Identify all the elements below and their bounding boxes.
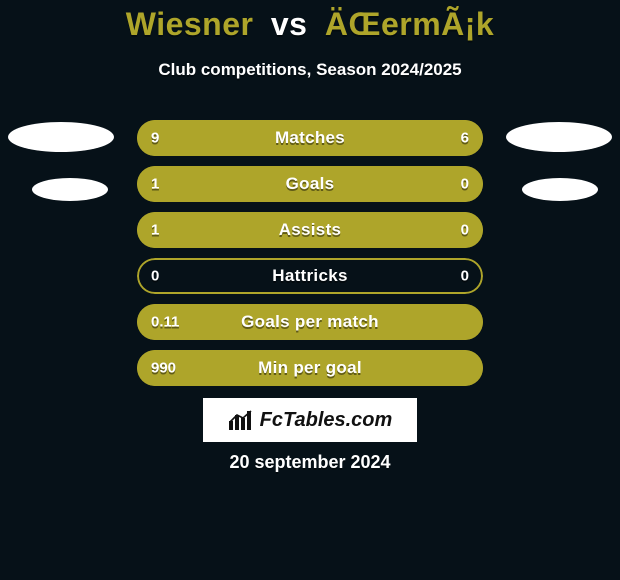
stat-segment-left bbox=[137, 212, 400, 248]
stat-row: Matches96 bbox=[137, 120, 483, 156]
stat-segment-left bbox=[137, 304, 483, 340]
stat-row: Hattricks0 0 bbox=[137, 258, 483, 294]
vs-text: vs bbox=[271, 6, 308, 42]
player1-name: Wiesner bbox=[126, 6, 254, 42]
player2-badge-placeholder bbox=[522, 178, 598, 201]
fctables-logo-text: FcTables.com bbox=[260, 409, 393, 432]
stat-segment-right bbox=[345, 120, 483, 156]
stat-value-left: 0 bbox=[151, 268, 159, 285]
stat-segment-right bbox=[400, 212, 483, 248]
stat-row: Goals10 bbox=[137, 166, 483, 202]
stat-value-right: 0 bbox=[461, 268, 469, 285]
player2-name: ÄŒermÃ¡k bbox=[325, 6, 494, 42]
stat-row: Min per goal990 bbox=[137, 350, 483, 386]
stat-row: Goals per match0.11 bbox=[137, 304, 483, 340]
stat-row: Assists10 bbox=[137, 212, 483, 248]
stat-segment-left bbox=[137, 166, 400, 202]
player1-photo-placeholder bbox=[8, 122, 114, 152]
player1-badge-placeholder bbox=[32, 178, 108, 201]
stat-bars: Matches96 Goals10 Assists10 Hattricks0 0 Goal… bbox=[137, 120, 483, 396]
title: Wiesner vs ÄŒermÃ¡k bbox=[0, 6, 620, 43]
stat-segment-right bbox=[400, 166, 483, 202]
subtitle: Club competitions, Season 2024/2025 bbox=[0, 60, 620, 80]
stat-label: Hattricks bbox=[137, 266, 483, 286]
stat-segment-left bbox=[137, 350, 483, 386]
date-text: 20 september 2024 bbox=[0, 452, 620, 473]
fctables-logo: FcTables.com bbox=[203, 398, 417, 442]
stat-segment-left bbox=[137, 120, 345, 156]
fctables-icon bbox=[228, 409, 254, 431]
comparison-card: Wiesner vs ÄŒermÃ¡k Club competitions, S… bbox=[0, 0, 620, 580]
player2-photo-placeholder bbox=[506, 122, 612, 152]
stat-row-border bbox=[137, 258, 483, 294]
